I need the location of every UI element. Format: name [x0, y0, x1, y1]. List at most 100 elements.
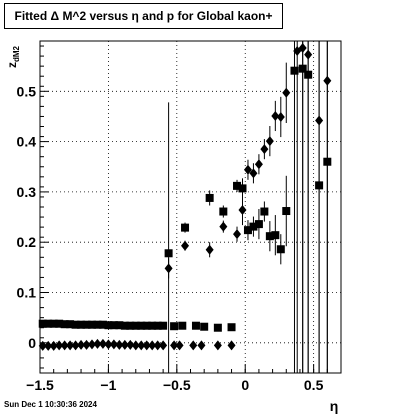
- square-marker: [82, 320, 91, 329]
- x-tick-label: −0.5: [163, 377, 191, 393]
- diamond-marker: [254, 159, 263, 170]
- square-marker: [265, 232, 274, 241]
- square-marker: [323, 157, 332, 166]
- square-marker: [120, 321, 129, 330]
- square-marker: [219, 207, 228, 216]
- square-marker: [315, 181, 324, 190]
- square-marker: [66, 320, 75, 329]
- square-marker: [142, 321, 151, 330]
- diamond-marker: [189, 340, 198, 351]
- diamond-marker: [323, 75, 332, 86]
- square-marker: [49, 319, 58, 328]
- diamond-marker: [315, 115, 324, 126]
- square-marker: [238, 184, 247, 193]
- x-tick-label: −1: [100, 377, 116, 393]
- diamond-marker: [104, 339, 113, 350]
- diamond-marker: [77, 339, 86, 350]
- square-marker: [290, 66, 299, 75]
- square-marker: [178, 321, 187, 330]
- x-axis-label: η: [330, 398, 339, 414]
- diamond-marker: [66, 340, 75, 351]
- diamond-marker: [276, 111, 285, 122]
- y-tick-label: 0.3: [17, 184, 37, 200]
- x-tick-label: 0.5: [304, 377, 324, 393]
- diamond-marker: [249, 168, 258, 179]
- square-marker: [254, 220, 263, 229]
- diamond-marker: [238, 205, 247, 216]
- diamond-marker: [98, 338, 107, 349]
- diamond-marker: [148, 340, 157, 351]
- square-marker: [87, 320, 96, 329]
- diamond-marker: [219, 221, 228, 232]
- square-marker: [153, 321, 162, 330]
- diamond-marker: [159, 340, 168, 351]
- square-marker: [170, 322, 179, 331]
- diamond-marker: [60, 340, 69, 351]
- x-tick-label: 0: [241, 377, 249, 393]
- square-marker: [131, 321, 140, 330]
- square-marker: [243, 226, 252, 235]
- diamond-marker: [153, 340, 162, 351]
- square-marker: [55, 319, 64, 328]
- diamond-marker: [260, 144, 269, 155]
- square-marker: [271, 231, 280, 240]
- square-marker: [282, 207, 291, 216]
- square-marker: [104, 321, 113, 330]
- square-marker: [205, 193, 214, 202]
- diamond-marker: [55, 340, 64, 351]
- y-tick-label: 0.4: [17, 134, 37, 150]
- data-markers: [38, 43, 332, 351]
- diamond-marker: [49, 340, 58, 351]
- square-marker: [213, 323, 222, 332]
- square-marker: [137, 321, 146, 330]
- square-marker: [181, 223, 190, 232]
- y-tick-label: 0.1: [17, 285, 37, 301]
- square-marker: [71, 320, 80, 329]
- diamond-marker: [109, 339, 118, 350]
- square-marker: [298, 64, 307, 73]
- square-marker: [304, 70, 313, 79]
- square-marker: [98, 320, 107, 329]
- diamond-marker: [131, 340, 140, 351]
- square-marker: [227, 323, 236, 332]
- square-marker: [159, 321, 168, 330]
- y-label-main: z: [5, 62, 19, 68]
- y-label-sub: dM2: [12, 45, 21, 62]
- square-marker: [276, 245, 285, 254]
- y-tick-label: 0: [28, 335, 36, 351]
- square-marker: [109, 321, 118, 330]
- diamond-marker: [282, 87, 291, 98]
- diamond-marker: [142, 340, 151, 351]
- square-marker: [115, 321, 124, 330]
- timestamp: Sun Dec 1 10:30:36 2024: [4, 400, 97, 409]
- diamond-marker: [213, 340, 222, 351]
- square-marker: [200, 322, 209, 331]
- diamond-marker: [126, 339, 135, 350]
- y-tick-label: 0.5: [17, 83, 37, 99]
- square-marker: [233, 181, 242, 190]
- diamond-marker: [82, 339, 91, 350]
- diamond-marker: [115, 339, 124, 350]
- diamond-marker: [175, 340, 184, 351]
- y-tick-label: 0.2: [17, 234, 37, 250]
- square-marker: [93, 320, 102, 329]
- square-marker: [249, 222, 258, 231]
- square-marker: [44, 319, 53, 328]
- diamond-marker: [233, 229, 242, 240]
- axes: −1.5 −1 −0.5 0 0.5 0 0.1 0.2 0.3 0.4 0.5: [17, 45, 342, 393]
- square-marker: [126, 321, 135, 330]
- diamond-marker: [265, 136, 274, 147]
- y-axis-label: zdM2: [5, 45, 21, 68]
- chart-title-box: Fitted Δ M^2 versus η and p for Global k…: [4, 3, 283, 29]
- square-marker: [77, 320, 86, 329]
- diamond-marker: [197, 340, 206, 351]
- diamond-marker: [243, 164, 252, 175]
- diamond-marker: [164, 263, 173, 274]
- square-marker: [164, 249, 173, 258]
- grid-lines: [40, 41, 341, 373]
- diamond-marker: [71, 340, 80, 351]
- diamond-marker: [87, 339, 96, 350]
- diamond-marker: [93, 338, 102, 349]
- diamond-marker: [298, 43, 307, 54]
